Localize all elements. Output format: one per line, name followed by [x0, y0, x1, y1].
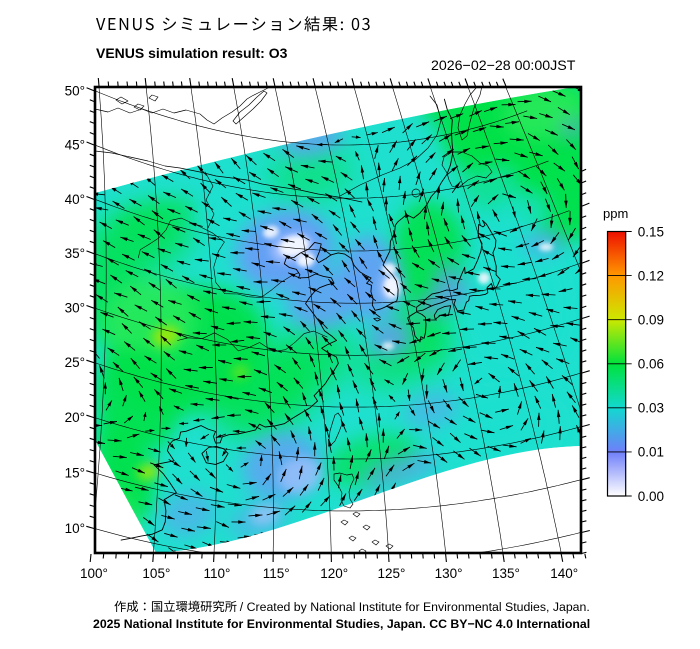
svg-text:30°: 30° — [65, 301, 85, 316]
svg-text:15°: 15° — [65, 466, 85, 481]
svg-text:2026−02−28 00:00JST: 2026−02−28 00:00JST — [431, 58, 576, 74]
svg-text:100°: 100° — [80, 566, 108, 581]
svg-text:ppm: ppm — [603, 206, 628, 221]
svg-text:115°: 115° — [263, 566, 290, 581]
svg-text:120°: 120° — [320, 566, 348, 581]
svg-text:0.03: 0.03 — [638, 401, 664, 416]
svg-text:50°: 50° — [65, 83, 85, 98]
svg-text:45°: 45° — [65, 138, 85, 153]
svg-text:25°: 25° — [65, 355, 85, 370]
svg-text:0.15: 0.15 — [638, 224, 664, 239]
svg-text:0.12: 0.12 — [638, 268, 664, 283]
svg-text:10°: 10° — [65, 521, 85, 536]
svg-text:0.00: 0.00 — [638, 489, 664, 504]
svg-text:/ Created by National Institut: / Created by National Institute for Envi… — [240, 600, 590, 614]
svg-text:110°: 110° — [204, 566, 231, 581]
svg-text:0.09: 0.09 — [638, 313, 664, 328]
svg-text:VENUS simulation result: O3: VENUS simulation result: O3 — [96, 45, 288, 61]
svg-text:135°: 135° — [492, 566, 520, 581]
svg-text:105°: 105° — [142, 566, 170, 581]
svg-text:125°: 125° — [378, 566, 406, 581]
svg-text:0.01: 0.01 — [638, 445, 664, 460]
svg-text:20°: 20° — [65, 410, 85, 425]
svg-text:35°: 35° — [65, 246, 85, 261]
svg-text:2025 National Institute for En: 2025 National Institute for Environmenta… — [93, 617, 590, 631]
svg-text:0.06: 0.06 — [638, 357, 664, 372]
svg-text:40°: 40° — [65, 192, 85, 207]
svg-text:140°: 140° — [550, 566, 578, 581]
svg-text:130°: 130° — [435, 566, 463, 581]
